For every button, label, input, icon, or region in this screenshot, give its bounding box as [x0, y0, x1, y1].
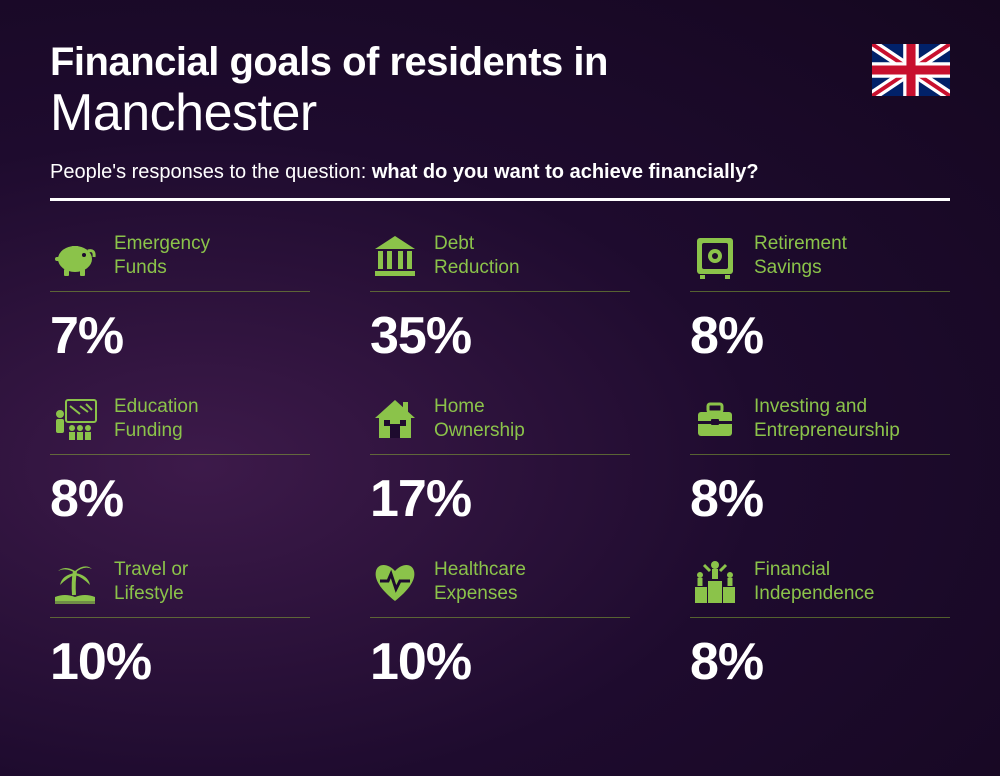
- header: Financial goals of residents in Manchest…: [50, 40, 950, 201]
- subtitle: People's responses to the question: what…: [50, 161, 950, 184]
- bank-icon: [370, 231, 420, 281]
- stat-top: Investing andEntrepreneurship: [690, 394, 950, 455]
- stat-value: 8%: [690, 469, 950, 529]
- stat-label: EmergencyFunds: [114, 232, 210, 280]
- title-line-2: Manchester: [50, 83, 950, 143]
- stat-label: EducationFunding: [114, 395, 199, 443]
- safe-icon: [690, 231, 740, 281]
- stats-grid: EmergencyFunds 7% DebtReduction 35% Reti…: [50, 231, 950, 692]
- stat-label: RetirementSavings: [754, 232, 847, 280]
- stat-top: EmergencyFunds: [50, 231, 310, 292]
- stat-top: DebtReduction: [370, 231, 630, 292]
- subtitle-prefix: People's responses to the question:: [50, 161, 372, 183]
- title-line-1: Financial goals of residents in: [50, 40, 950, 85]
- stat-value: 7%: [50, 306, 310, 366]
- uk-flag-icon: [872, 44, 950, 96]
- house-icon: [370, 394, 420, 444]
- piggy-bank-icon: [50, 231, 100, 281]
- stat-value: 8%: [50, 469, 310, 529]
- stat-label: DebtReduction: [434, 232, 520, 280]
- subtitle-bold: what do you want to achieve financially?: [372, 161, 759, 183]
- stat-home-ownership: HomeOwnership 17%: [370, 394, 630, 529]
- stat-debt-reduction: DebtReduction 35%: [370, 231, 630, 366]
- stat-label: HomeOwnership: [434, 395, 525, 443]
- education-icon: [50, 394, 100, 444]
- heart-pulse-icon: [370, 557, 420, 607]
- stat-value: 10%: [370, 632, 630, 692]
- divider: [50, 198, 950, 201]
- stat-label: Travel orLifestyle: [114, 558, 188, 606]
- stat-value: 10%: [50, 632, 310, 692]
- stat-top: RetirementSavings: [690, 231, 950, 292]
- stat-value: 35%: [370, 306, 630, 366]
- briefcase-icon: [690, 394, 740, 444]
- podium-icon: [690, 557, 740, 607]
- palm-tree-icon: [50, 557, 100, 607]
- stat-top: Travel orLifestyle: [50, 557, 310, 618]
- stat-retirement-savings: RetirementSavings 8%: [690, 231, 950, 366]
- stat-travel-lifestyle: Travel orLifestyle 10%: [50, 557, 310, 692]
- stat-top: EducationFunding: [50, 394, 310, 455]
- stat-value: 8%: [690, 632, 950, 692]
- stat-education-funding: EducationFunding 8%: [50, 394, 310, 529]
- stat-healthcare: HealthcareExpenses 10%: [370, 557, 630, 692]
- stat-financial-independence: FinancialIndependence 8%: [690, 557, 950, 692]
- stat-investing: Investing andEntrepreneurship 8%: [690, 394, 950, 529]
- stat-label: Investing andEntrepreneurship: [754, 395, 900, 443]
- stat-label: FinancialIndependence: [754, 558, 874, 606]
- stat-top: HealthcareExpenses: [370, 557, 630, 618]
- stat-value: 8%: [690, 306, 950, 366]
- stat-emergency-funds: EmergencyFunds 7%: [50, 231, 310, 366]
- stat-label: HealthcareExpenses: [434, 558, 526, 606]
- stat-top: FinancialIndependence: [690, 557, 950, 618]
- stat-top: HomeOwnership: [370, 394, 630, 455]
- stat-value: 17%: [370, 469, 630, 529]
